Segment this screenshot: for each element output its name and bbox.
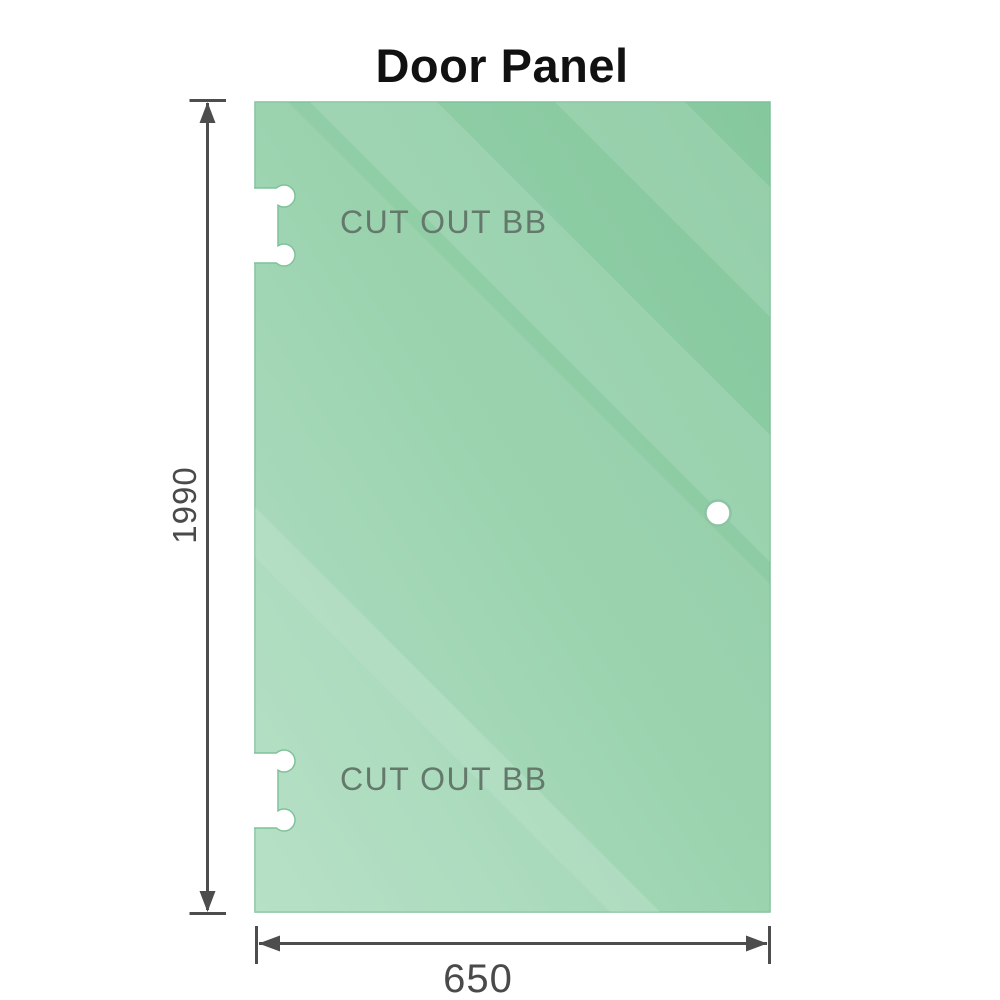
glass-shine-group xyxy=(255,102,770,912)
page-title: Door Panel xyxy=(375,39,628,92)
glass-shine-stripe xyxy=(555,102,770,317)
handle-hole xyxy=(704,499,732,527)
glass-shine-stripe xyxy=(255,102,770,912)
cutout-edge-mask-top xyxy=(244,184,254,267)
arrow-down-icon xyxy=(199,891,216,912)
cutout-edge-mask-bottom xyxy=(244,749,254,832)
glass-shine-stripe xyxy=(310,102,770,562)
cutout-label-bottom: CUT OUT BB xyxy=(340,761,548,797)
cutout-label-top: CUT OUT BB xyxy=(340,204,548,240)
width-dimension-value: 650 xyxy=(443,957,513,1000)
arrow-right-icon xyxy=(746,935,768,952)
glass-panel: CUT OUT BB CUT OUT BB xyxy=(244,101,771,913)
arrow-left-icon xyxy=(258,935,280,952)
glass-panel-body xyxy=(254,101,771,913)
height-dimension-value: 1990 xyxy=(166,466,203,543)
arrow-up-icon xyxy=(199,102,216,123)
height-dimension: 1990 xyxy=(166,99,226,915)
width-dimension: 650 xyxy=(255,926,771,1000)
glass-shine-stripe xyxy=(255,507,660,912)
